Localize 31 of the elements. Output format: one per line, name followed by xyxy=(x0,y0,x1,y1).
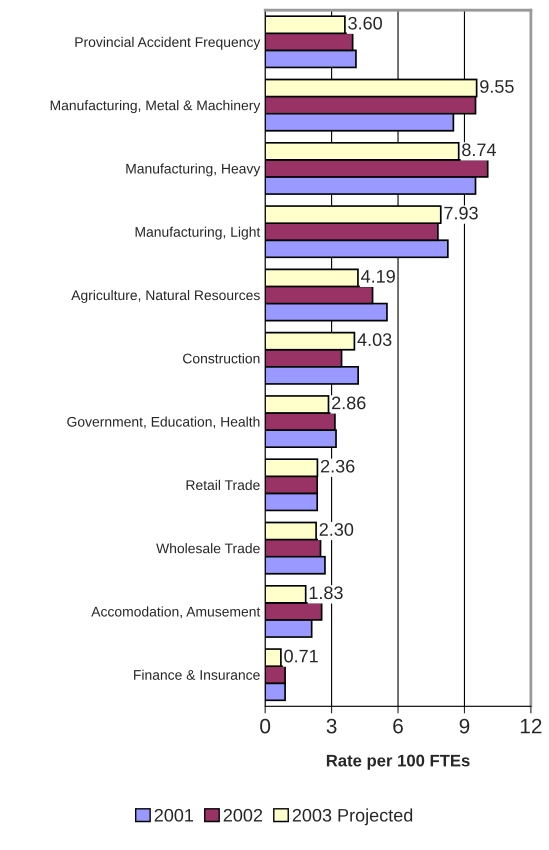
legend-label: 2001 xyxy=(154,808,194,822)
y-tick-label: Accomodation, Amusement xyxy=(91,606,260,618)
x-tick-label: 9 xyxy=(460,718,470,734)
y-tick-label: Provincial Accident Frequency xyxy=(75,36,260,50)
data-label: 2.36 xyxy=(320,460,354,473)
data-label: 0.71 xyxy=(284,650,318,662)
y-tick-label: Finance & Insurance xyxy=(134,670,260,680)
x-tick-label: 0 xyxy=(260,718,270,734)
y-tick-label: Wholesale Trade xyxy=(156,543,260,554)
x-tick-label: 3 xyxy=(326,718,336,734)
data-label: 9.55 xyxy=(480,80,514,93)
y-tick-label: Agriculture, Natural Resources xyxy=(71,290,260,303)
data-label: 4.19 xyxy=(361,270,395,283)
data-label: 7.93 xyxy=(444,206,478,220)
y-tick-label: Retail Trade xyxy=(186,480,260,490)
x-tick-label: 12 xyxy=(520,718,542,734)
y-tick-label: Manufacturing, Metal & Machinery xyxy=(50,100,260,114)
x-tick-label: 6 xyxy=(393,718,403,734)
data-label: 4.03 xyxy=(357,333,392,346)
y-tick-label: Manufacturing, Light xyxy=(136,226,260,240)
y-tick-label: Manufacturing, Heavy xyxy=(126,163,260,176)
data-label: 1.83 xyxy=(310,586,343,600)
x-axis-title: Rate per 100 FTEs xyxy=(326,754,470,770)
y-tick-label: Construction xyxy=(183,353,260,364)
legend-label: 2003 Projected xyxy=(292,808,412,826)
data-label: 2.30 xyxy=(320,523,354,536)
legend-label: 2002 xyxy=(224,808,262,822)
y-tick-label: Government, Education, Health xyxy=(67,416,260,428)
data-label: 8.74 xyxy=(462,143,496,156)
data-label: 2.86 xyxy=(332,396,366,410)
data-label: 3.60 xyxy=(348,16,382,30)
